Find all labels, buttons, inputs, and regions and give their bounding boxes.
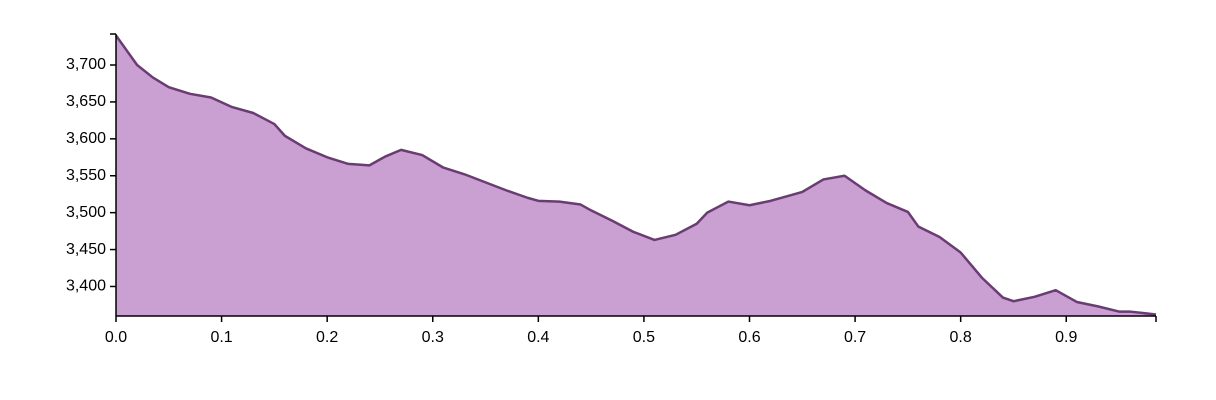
x-tick-label: 0.8 [950, 329, 972, 346]
y-axis: 3,400 3,450 3,500 3,550 3,600 3,650 3,700 [66, 33, 117, 316]
y-tick-label: 3,450 [66, 241, 106, 258]
x-tick-label: 0.2 [316, 329, 338, 346]
y-tick-label: 3,700 [66, 56, 106, 73]
x-axis: 0.0 0.1 0.2 0.3 0.4 0.5 0.6 0.7 0.8 0.9 [105, 315, 1157, 346]
x-tick-label: 0.4 [527, 329, 549, 346]
x-tick-label: 0.7 [844, 329, 866, 346]
x-tick-label: 0.5 [633, 329, 655, 346]
plot-area [114, 34, 1157, 316]
area-fill [116, 35, 1156, 316]
x-tick-label: 0.1 [210, 329, 232, 346]
series-line [114, 34, 1157, 316]
y-tick-label: 3,400 [66, 278, 106, 295]
x-tick-label: 0.0 [105, 329, 127, 346]
y-tick-label: 3,650 [66, 93, 106, 110]
x-tick-label: 0.9 [1055, 329, 1077, 346]
x-tick-label: 0.6 [738, 329, 760, 346]
y-tick-label: 3,500 [66, 204, 106, 221]
y-tick-label: 3,550 [66, 167, 106, 184]
y-tick-label: 3,600 [66, 130, 106, 147]
x-tick-label: 0.3 [422, 329, 444, 346]
